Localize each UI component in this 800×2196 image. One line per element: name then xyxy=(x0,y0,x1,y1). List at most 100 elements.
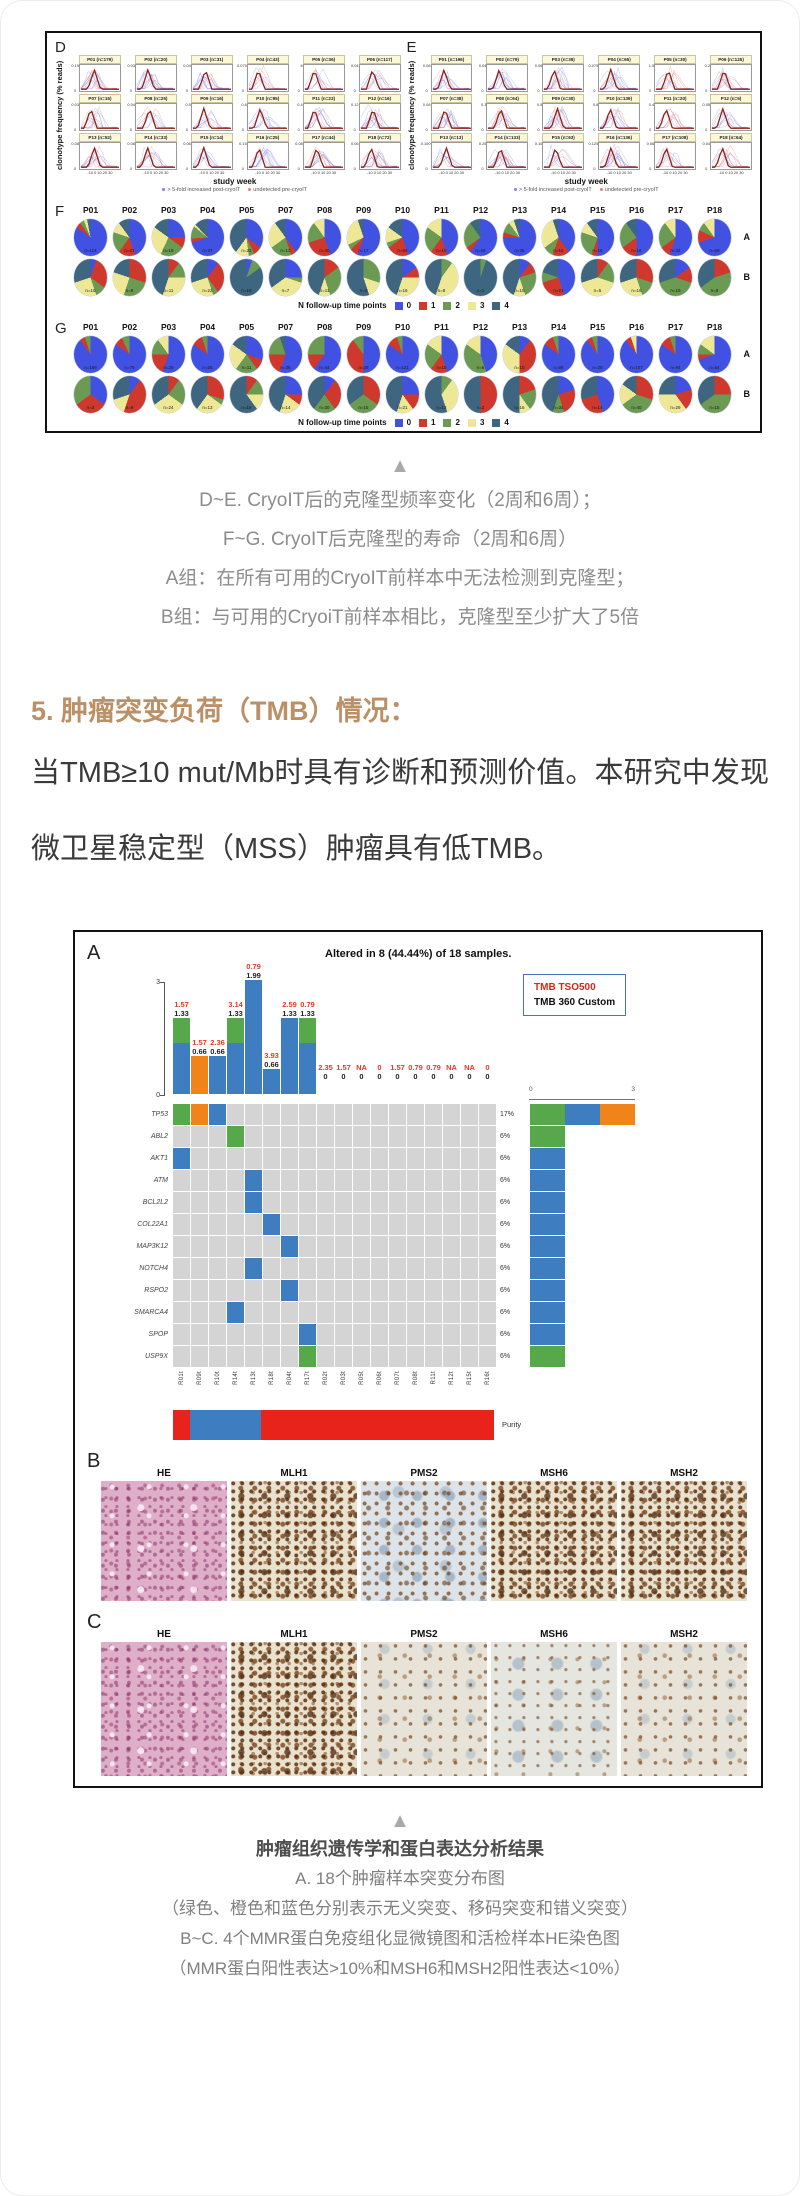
tmb-bar-segment xyxy=(227,1042,244,1094)
gene-bar xyxy=(530,1213,565,1235)
gene-bar xyxy=(530,1125,565,1147)
oncoprint-cell xyxy=(317,1125,334,1147)
oncoprint-cell xyxy=(371,1345,388,1367)
oncoprint-cell xyxy=(299,1301,316,1323)
sample-label: R13t xyxy=(250,1370,257,1385)
tmb-360-value: 0 xyxy=(395,1071,400,1081)
oncoprint-cell xyxy=(281,1213,298,1235)
oncoprint-cell xyxy=(281,1125,298,1147)
pie-cell: n=21 xyxy=(383,375,422,413)
subplot: P16 (n=25) 0.15 0 -10 0 10 20 30 xyxy=(236,133,289,175)
pie-n-label: n=16 xyxy=(631,287,642,293)
y-tick: 0.10 xyxy=(534,141,543,146)
mini-line-chart xyxy=(136,146,175,168)
oncoprint-cell xyxy=(209,1235,226,1257)
x-axis-label: study week xyxy=(564,177,608,186)
pie-cell: n=79 xyxy=(110,335,149,373)
legend-dot-icon xyxy=(162,188,166,191)
sample-label: R04t xyxy=(286,1370,293,1385)
subplot: P15 (n=14) 0.06 0 -10 0 10 20 30 xyxy=(180,133,233,175)
subplot-plot: 0.100 0 xyxy=(421,141,473,171)
patient-label: P02 xyxy=(121,205,138,215)
pie-cell: n=15 xyxy=(344,375,383,413)
oncoprint-cell xyxy=(461,1257,478,1279)
gene-name: NOTCH4 xyxy=(139,1264,168,1272)
x-ticks: -10 0 10 20 30 xyxy=(87,170,113,175)
tmb-bar-segment xyxy=(299,1017,316,1043)
y-tick: 0 xyxy=(129,88,133,93)
patient-label: P11 xyxy=(434,205,449,215)
gene-row: RSPO2 6% xyxy=(87,1279,749,1301)
pie-n-label: n=6 xyxy=(476,364,485,370)
oncoprint-cell xyxy=(263,1257,280,1279)
x-ticks: -10 0 10 20 30 xyxy=(438,170,464,175)
patient-label: P04 xyxy=(199,205,216,215)
pie-cell: n=30 xyxy=(305,218,344,256)
mini-line-chart xyxy=(248,147,287,168)
pie-n-label: n=169 xyxy=(84,364,97,370)
stain-label: PMS2 xyxy=(410,1467,438,1479)
histology-column: PMS2 xyxy=(361,1629,487,1776)
mini-line-chart xyxy=(488,105,527,129)
pie-chart xyxy=(347,218,380,256)
panel-letter: F xyxy=(55,203,65,220)
pie-n-label: n=36 xyxy=(280,364,291,370)
legend-square-icon xyxy=(467,301,476,310)
oncoprint-cell xyxy=(335,1345,352,1367)
x-ticks: -10 0 10 20 30 xyxy=(143,170,169,175)
pie-chart xyxy=(191,258,224,296)
pie-n-label: n=15 xyxy=(514,287,525,293)
pie-n-label: n=29 xyxy=(475,247,486,253)
gene-percent: 6% xyxy=(500,1132,511,1140)
oncoprint-cell xyxy=(173,1345,190,1367)
legend-square-icon xyxy=(443,301,452,310)
oncoprint-cell xyxy=(263,1279,280,1301)
subplot: P07 (n=15) 0.03 0 xyxy=(68,94,121,132)
mini-line-chart xyxy=(599,67,639,90)
gene-bar xyxy=(530,1279,565,1301)
purity-segment xyxy=(190,1409,261,1440)
pie-cell: n=98 xyxy=(539,335,578,373)
oncoprint-cell xyxy=(371,1323,388,1345)
gene-bar xyxy=(530,1235,565,1257)
pie-chart xyxy=(308,258,341,296)
oncoprint-cell xyxy=(227,1301,244,1323)
subplot-plot: 0.04 0 xyxy=(351,63,401,93)
y-tick: 0.075 xyxy=(588,63,599,68)
subplot: P08 (n=25) 0.04 0 xyxy=(124,94,177,132)
oncoprint-cell xyxy=(479,1235,496,1257)
oncoprint-cell xyxy=(371,1125,388,1147)
sample-label: R11t xyxy=(430,1370,437,1385)
y-tick: 0 xyxy=(129,127,133,132)
pie-chart xyxy=(620,375,653,413)
subplot: P04 (n=43) 0.075 0 xyxy=(236,55,289,93)
y-tick: 0 xyxy=(129,166,133,171)
subplot-plot: 0.04 0 xyxy=(127,102,177,132)
subplot: P14 (n=133) 0.25 0 -10 0 10 20 30 xyxy=(475,133,529,175)
y-tick: 0 xyxy=(705,127,708,132)
pie-cell: n=107 xyxy=(617,335,656,373)
pie-chart xyxy=(269,375,302,413)
pie-cell: n=28 xyxy=(344,335,383,373)
mini-line-chart xyxy=(599,143,639,168)
oncoprint-cell xyxy=(461,1103,478,1125)
pie-n-label: n=13 xyxy=(280,247,291,253)
oncoprint-cell xyxy=(173,1213,190,1235)
oncoprint-cell xyxy=(353,1323,370,1345)
y-tick: 0.04 xyxy=(183,63,191,68)
pie-cell: n=12 xyxy=(422,375,461,413)
y-tick: 0 xyxy=(74,127,77,132)
oncoprint-cell xyxy=(335,1213,352,1235)
pie-cell: n=10 xyxy=(500,335,539,373)
pie-n-label: n=107 xyxy=(630,364,643,370)
histology-image-msh2 xyxy=(621,1480,747,1601)
subplot-plot: 0.5 0 xyxy=(537,102,585,132)
pie-n-label: n=19 xyxy=(670,287,681,293)
oncoprint-cell xyxy=(425,1323,442,1345)
pie-cell: n=114 xyxy=(71,218,110,256)
patient-label: P14 xyxy=(550,322,567,332)
histology-image-msh6 xyxy=(491,1480,617,1601)
subplot-plot: 0.08 0 xyxy=(295,141,345,171)
